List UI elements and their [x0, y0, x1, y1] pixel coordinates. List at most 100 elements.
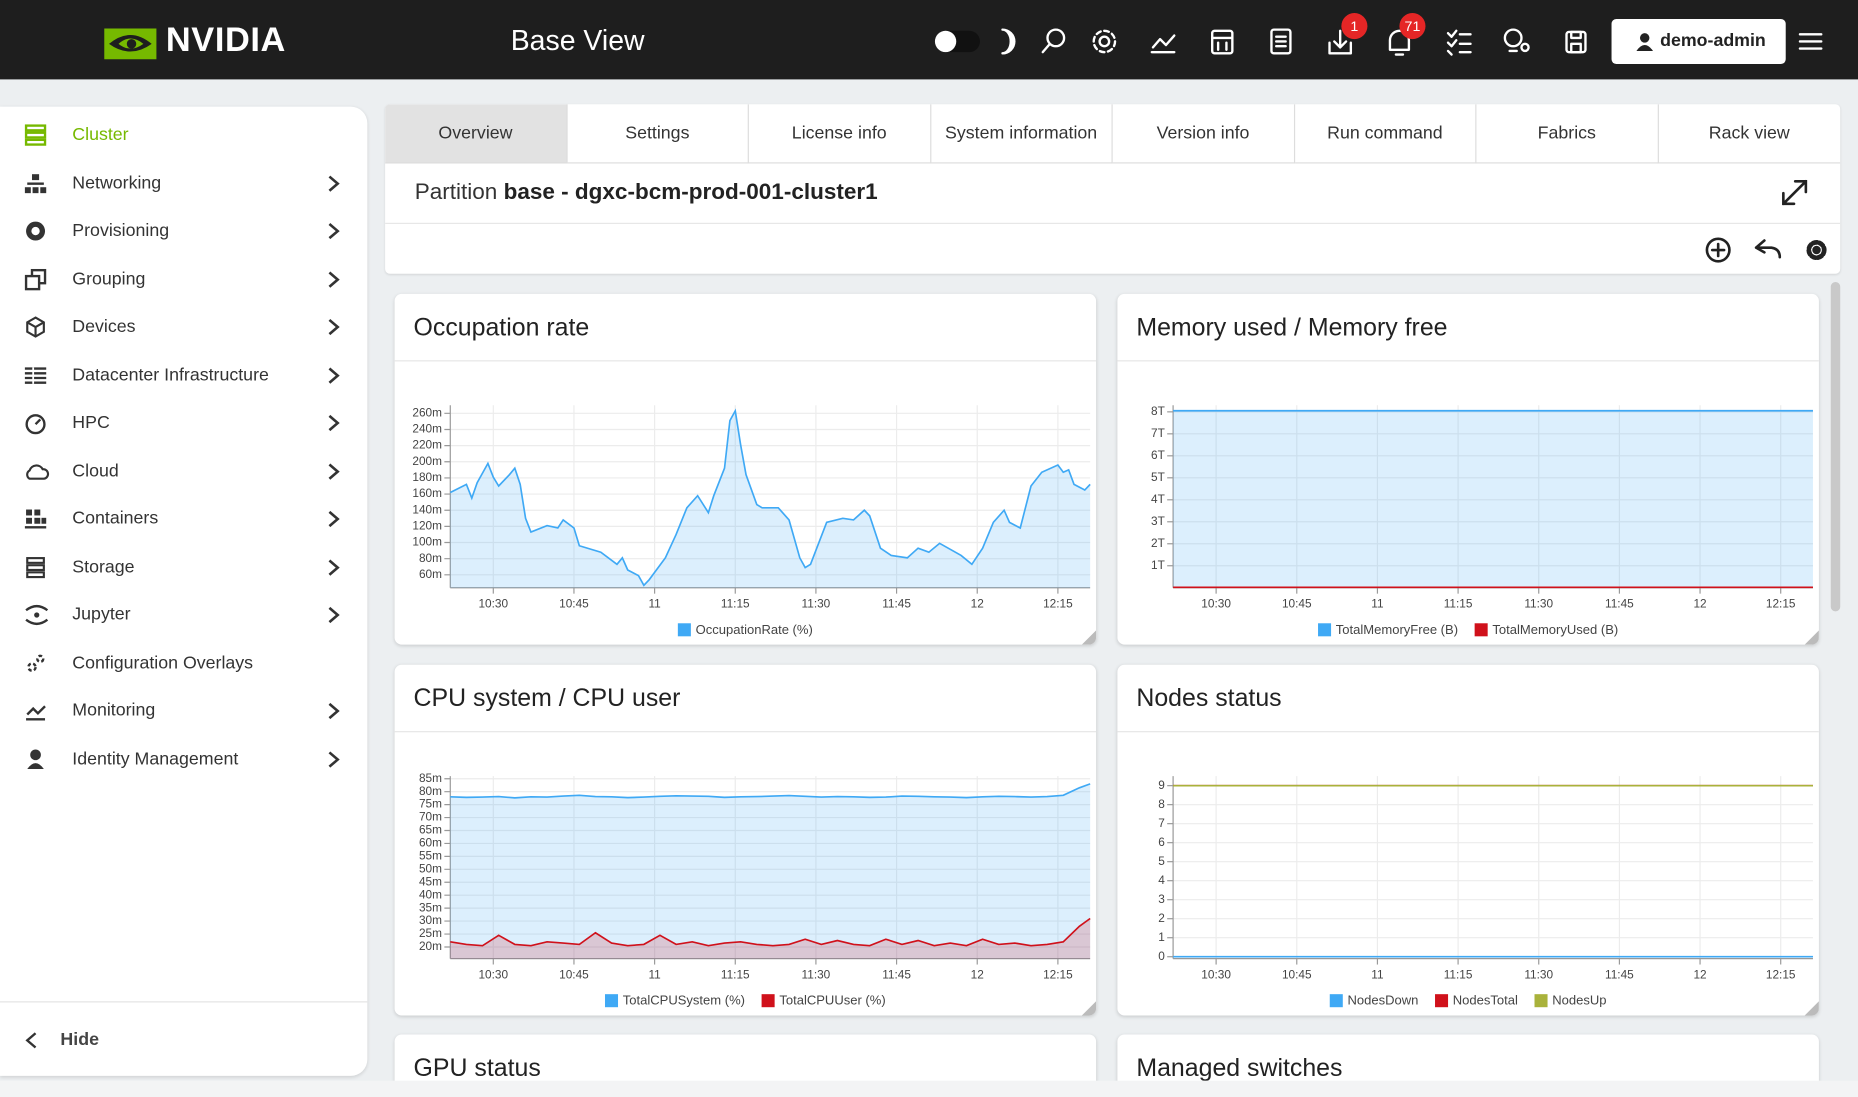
- undo-icon[interactable]: [1754, 239, 1782, 259]
- download-icon[interactable]: [1328, 29, 1353, 55]
- panel-icons: [1705, 179, 1827, 263]
- add-widget-icon[interactable]: [1705, 237, 1731, 263]
- tab[interactable]: Rack view: [1658, 104, 1841, 164]
- y-tick-label: 3: [1158, 892, 1165, 906]
- legend-label: TotalMemoryFree (B): [1336, 622, 1458, 637]
- x-tick-label: 12: [971, 596, 984, 610]
- y-tick-label: 9: [1158, 778, 1165, 792]
- tab[interactable]: System information: [930, 104, 1113, 164]
- x-tick-label: 11:30: [1524, 967, 1553, 981]
- tab[interactable]: Version info: [1112, 104, 1295, 164]
- nav-item[interactable]: Cloud: [0, 447, 367, 494]
- divider: [0, 1001, 368, 1003]
- tab[interactable]: Overview: [385, 104, 567, 164]
- y-tick-label: 6T: [1151, 448, 1165, 462]
- user-button[interactable]: demo-admin: [1611, 18, 1786, 64]
- tasks-icon[interactable]: [1446, 29, 1472, 56]
- y-tick-label: 200m: [412, 454, 442, 468]
- nav-item[interactable]: Containers: [0, 495, 367, 542]
- tab[interactable]: Settings: [566, 104, 749, 164]
- y-tick-label: 55m: [419, 849, 442, 863]
- x-tick-label: 11:45: [1605, 596, 1634, 610]
- scrollbar[interactable]: [1830, 282, 1841, 612]
- nav-item[interactable]: Configuration Overlays: [0, 639, 367, 686]
- top-bar: NVIDIA Base View 1 71 demo-admin: [0, 0, 1858, 80]
- legend-label: TotalMemoryUsed (B): [1492, 622, 1618, 637]
- x-tick-label: 11: [1371, 596, 1383, 610]
- y-tick-label: 70m: [419, 810, 442, 824]
- y-tick-label: 65m: [419, 823, 442, 837]
- nav-item[interactable]: Datacenter Infrastructure: [0, 351, 367, 398]
- settings-icon[interactable]: [1092, 29, 1117, 54]
- nav-label: Grouping: [72, 268, 146, 289]
- moon-icon[interactable]: [1001, 28, 1016, 55]
- nav-item[interactable]: Monitoring: [0, 687, 367, 734]
- x-tick-label: 10:45: [559, 967, 589, 981]
- y-tick-label: 7T: [1151, 426, 1165, 440]
- bulb-icon[interactable]: [1503, 28, 1530, 53]
- nav-item[interactable]: Devices: [0, 303, 367, 350]
- nav-item[interactable]: Grouping: [0, 255, 367, 302]
- nav-item[interactable]: Identity Management: [0, 735, 367, 782]
- nav-item[interactable]: Networking: [0, 159, 367, 206]
- nav-item[interactable]: Storage: [0, 543, 367, 590]
- y-tick-label: 180m: [412, 470, 442, 484]
- series-line: [450, 917, 1091, 947]
- y-tick-label: 160m: [412, 486, 442, 500]
- hide-label: Hide: [60, 1029, 99, 1050]
- y-tick-label: 260m: [412, 405, 442, 419]
- x-tick-label: 10:30: [1201, 967, 1231, 981]
- settings-icon[interactable]: [1806, 239, 1827, 261]
- nav-label: Containers: [72, 508, 159, 529]
- y-tick-label: 220m: [412, 438, 442, 452]
- nav-item[interactable]: Jupyter: [0, 591, 367, 638]
- user-icon: [1636, 33, 1654, 51]
- nav-item[interactable]: Provisioning: [0, 207, 367, 254]
- x-tick-label: 10:45: [559, 596, 589, 610]
- calculator-icon[interactable]: [1211, 29, 1234, 55]
- x-tick-label: 12:15: [1766, 596, 1796, 610]
- search-icon[interactable]: [1041, 28, 1066, 54]
- nav-label: HPC: [72, 412, 110, 433]
- nav-label: Cloud: [72, 460, 119, 481]
- x-tick-label: 10:45: [1282, 967, 1312, 981]
- brand: NVIDIA: [165, 21, 286, 60]
- nav-item[interactable]: HPC: [0, 399, 367, 446]
- y-tick-label: 60m: [419, 836, 442, 850]
- legend-label: TotalCPUSystem (%): [623, 993, 745, 1008]
- y-tick-label: 40m: [419, 887, 442, 901]
- legend-label: NodesUp: [1552, 993, 1606, 1008]
- y-tick-label: 7: [1158, 816, 1165, 830]
- chart-card: Occupation rate 60m 80m 100m 120m 140m 160m 180…: [394, 293, 1097, 645]
- tab[interactable]: Fabrics: [1476, 104, 1659, 164]
- y-tick-label: 80m: [419, 784, 442, 798]
- x-tick-label: 12: [971, 967, 984, 981]
- tab[interactable]: License info: [748, 104, 931, 164]
- y-tick-label: 140m: [412, 502, 442, 516]
- area: [450, 410, 1091, 588]
- hide-button[interactable]: Hide: [24, 1026, 166, 1054]
- nav-item[interactable]: Cluster: [0, 111, 367, 158]
- tab[interactable]: Run command: [1294, 104, 1477, 164]
- monitor-icon[interactable]: [1150, 34, 1176, 54]
- area: [450, 918, 1091, 959]
- y-tick-label: 100m: [412, 535, 442, 549]
- chart-title: CPU system / CPU user: [413, 684, 681, 713]
- series-line: [449, 408, 1091, 587]
- legend-swatch: [1318, 623, 1332, 637]
- badge: 71: [1399, 13, 1426, 40]
- y-tick-label: 1: [1158, 930, 1165, 944]
- y-tick-label: 8: [1158, 797, 1165, 811]
- legend-label: TotalCPUUser (%): [779, 993, 885, 1008]
- x-tick-label: 12: [1693, 967, 1706, 981]
- y-tick-label: 0: [1158, 949, 1165, 963]
- x-tick-label: 10:30: [478, 967, 508, 981]
- x-tick-label: 11:30: [1524, 596, 1553, 610]
- y-tick-label: 3T: [1151, 514, 1165, 528]
- expand-icon[interactable]: [1782, 179, 1808, 206]
- y-tick-label: 60m: [419, 567, 442, 581]
- menu-icon[interactable]: [1798, 33, 1823, 50]
- log-icon[interactable]: [1270, 28, 1292, 55]
- save-icon[interactable]: [1565, 30, 1587, 54]
- y-tick-label: 30m: [419, 913, 442, 927]
